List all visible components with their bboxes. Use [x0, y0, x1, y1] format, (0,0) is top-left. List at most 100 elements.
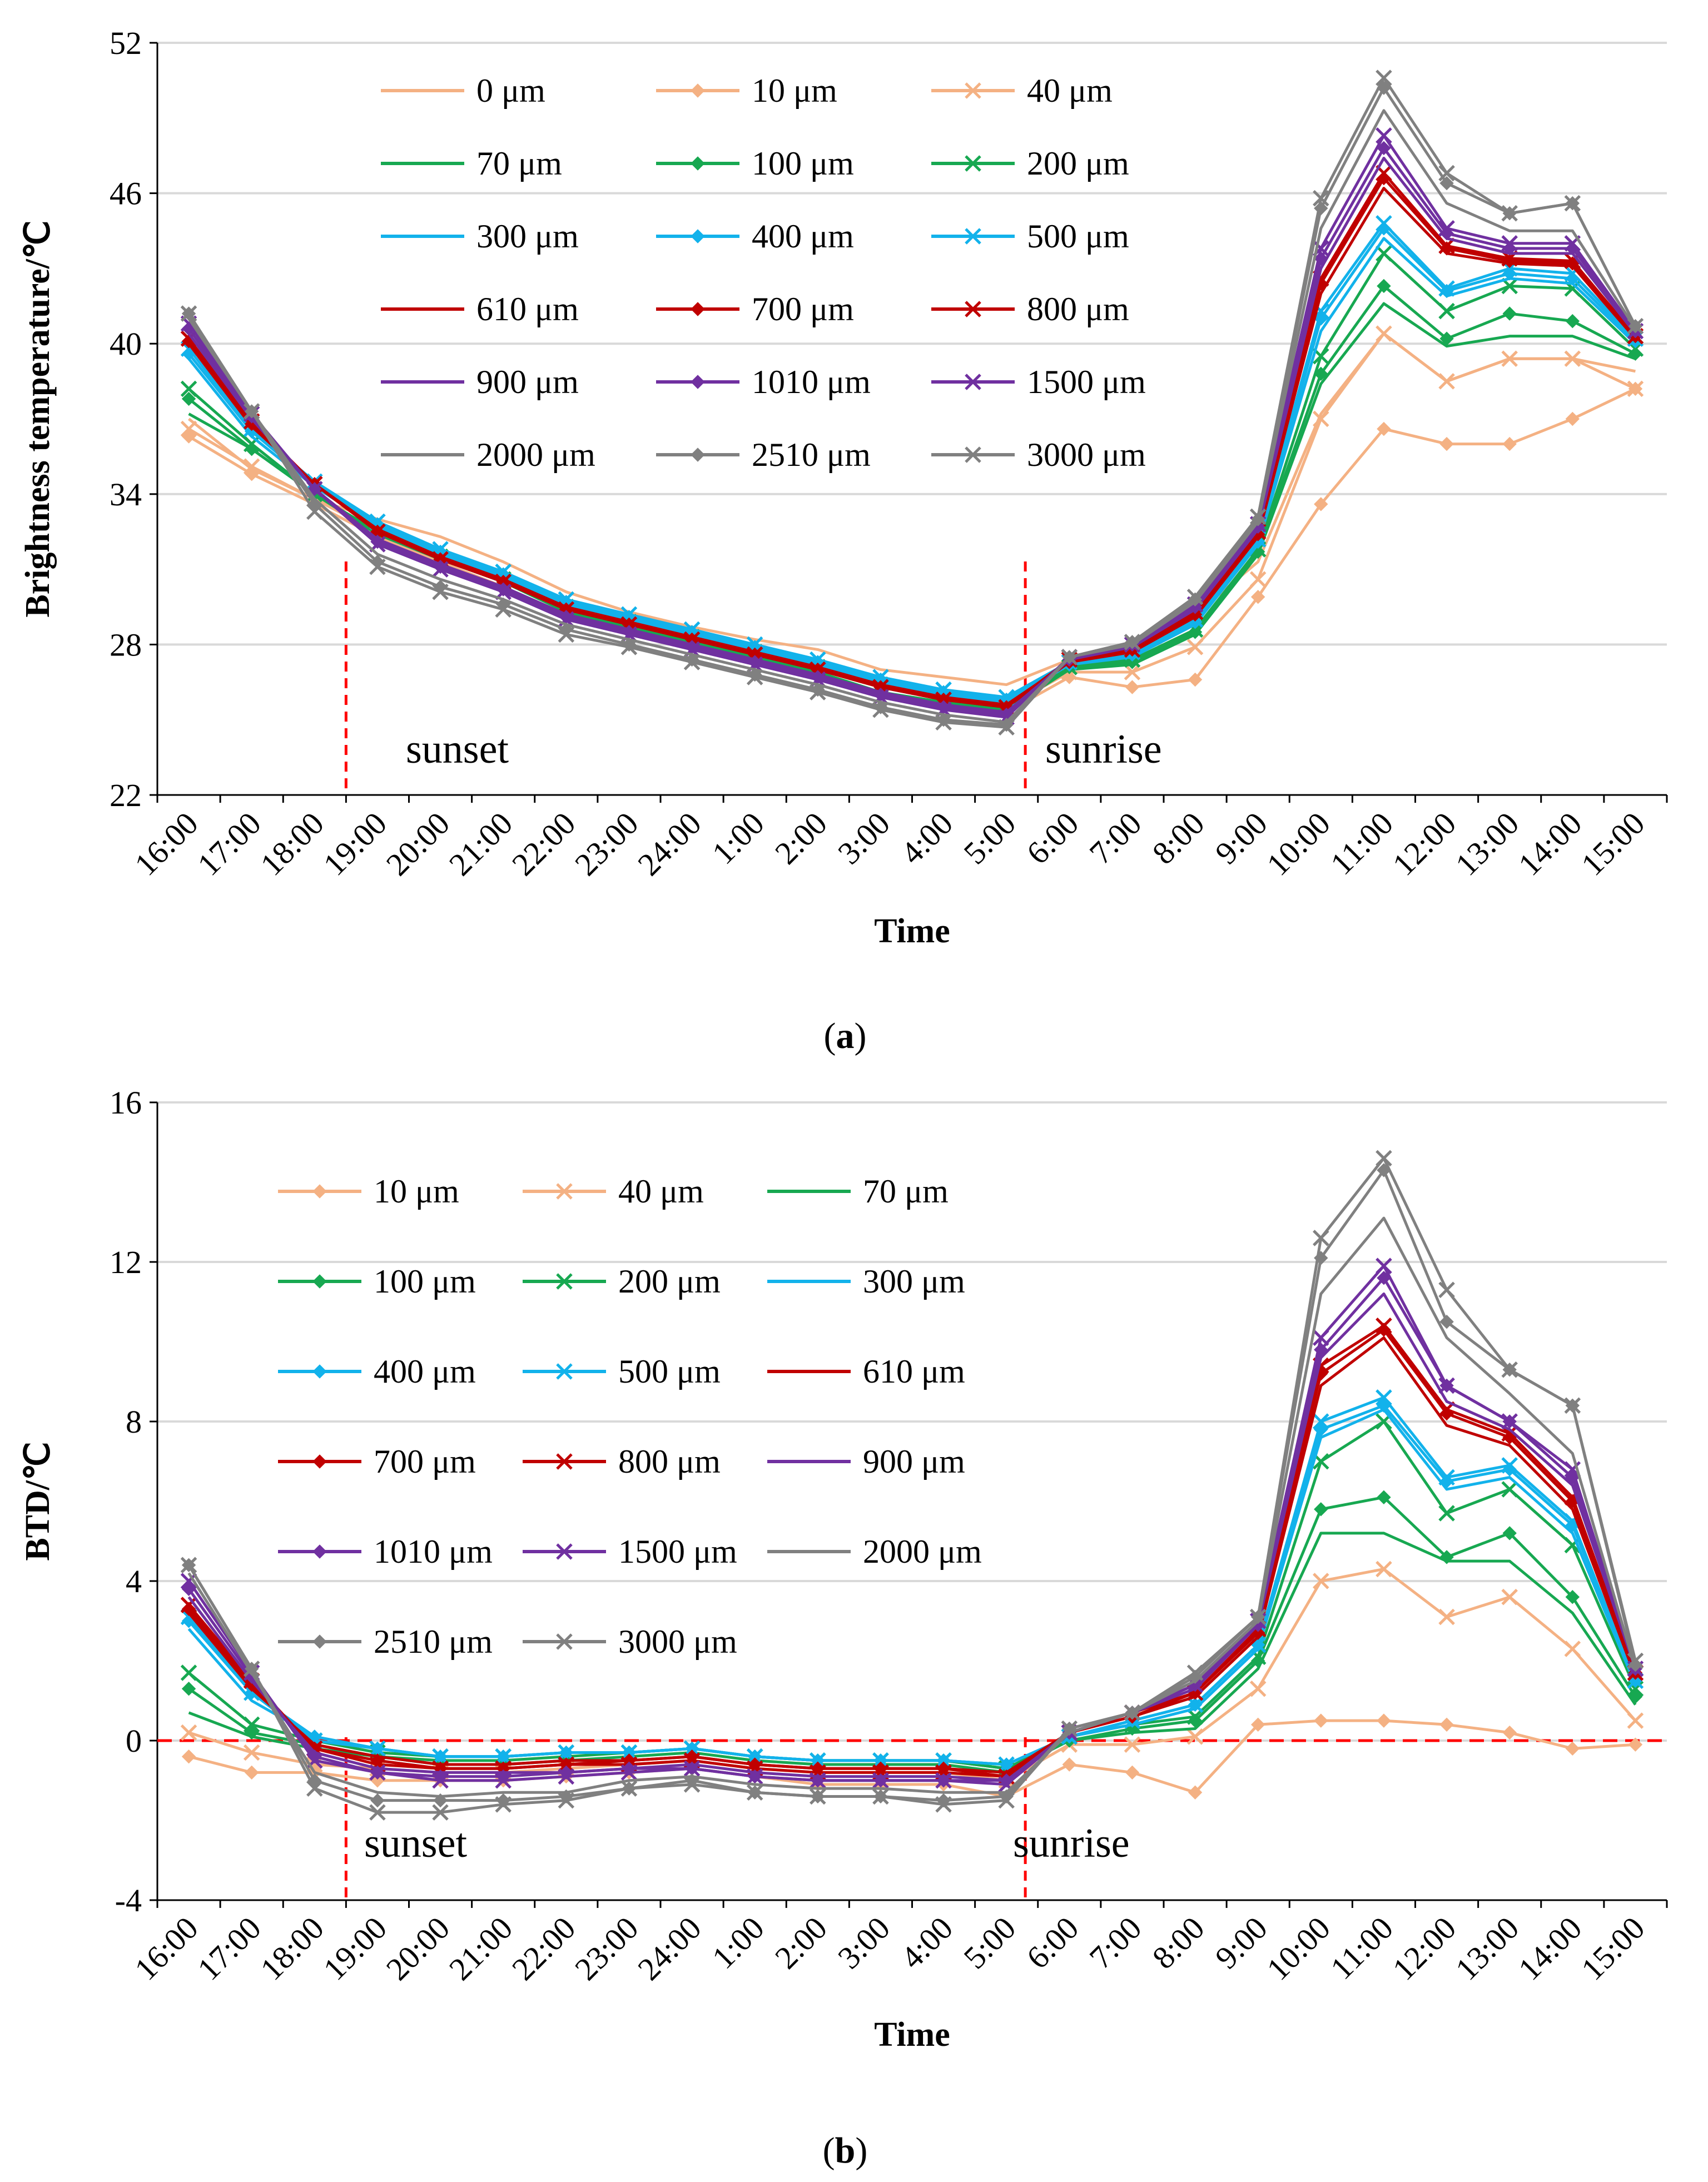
chart-a-legend-item-0-m: 0 μm [381, 72, 545, 109]
chart-a-sunrise-label: sunrise [1045, 727, 1162, 772]
chart-a-series-40-m-point [1627, 380, 1644, 397]
chart-b-x-tick-label: 3:00 [831, 1910, 897, 1976]
chart-a-series-3000-m-point [1376, 69, 1392, 86]
chart-b-legend-item-610-m: 610 μm [767, 1353, 965, 1390]
chart-a-series-40-m-point [180, 420, 197, 438]
chart-a-legend-swatch-marker [965, 301, 981, 317]
chart-b-series-1500-m-line [187, 1264, 1637, 1786]
chart-b-series-40-m-point [1501, 1588, 1518, 1606]
chart-a-x-tick-label: 22:00 [505, 805, 582, 882]
chart-b-legend-item-2510-m: 2510 μm [278, 1623, 493, 1660]
chart-a-series-40-m-point-stroke-2 [1376, 325, 1392, 342]
chart-a-series-3000-m-point-stroke-2 [1376, 69, 1392, 86]
chart-b-series-1500-m-point-stroke-2 [1564, 1461, 1581, 1478]
chart-a-series-3000-m-point [1249, 508, 1267, 525]
chart-b-legend-item-1010-m: 1010 μm [278, 1533, 493, 1570]
chart-a-series-3000-m-point [1124, 634, 1141, 650]
chart-a-x-tick-label: 18:00 [254, 805, 331, 882]
chart-a-series-800-m-line [187, 172, 1637, 709]
chart-a-series-3000-m-point [998, 719, 1015, 735]
chart-b-btd: -4048121616:0017:0018:0019:0020:0021:002… [19, 1085, 1668, 2054]
chart-a-series-3000-m-point-stroke-2 [1564, 195, 1581, 212]
chart-b-series-40-m-point [1186, 1728, 1204, 1745]
chart-b-series-3000-m-point-stroke-2 [872, 1788, 889, 1805]
chart-b-series-3000-m-point-stroke-2 [1313, 1230, 1329, 1246]
chart-b-series-100-m-point [1565, 1589, 1580, 1604]
chart-a-series-3000-m-point-stroke-2 [1186, 588, 1204, 605]
chart-b-series-3000-m-point-stroke-2 [1124, 1704, 1141, 1721]
chart-b-series-40-m-point-stroke-2 [243, 1744, 260, 1761]
chart-a-legend-label: 1500 μm [1027, 364, 1146, 400]
chart-b-series-1500-m-point [1438, 1377, 1455, 1394]
chart-b-y-tick-label: 8 [126, 1404, 142, 1440]
chart-b-series-500-m-point-stroke-2 [1313, 1413, 1329, 1430]
chart-b-series-1500-m-point [1313, 1329, 1329, 1346]
chart-b-x-tick-label: 14:00 [1511, 1910, 1588, 1987]
chart-b-y-tick-label: 4 [126, 1563, 142, 1599]
chart-b-x-tick-label: 1:00 [705, 1910, 771, 1976]
chart-b-series-1500-m-point [683, 1760, 701, 1777]
chart-b-legend-swatch-marker [312, 1274, 327, 1289]
chart-b-x-tick-label: 19:00 [316, 1910, 394, 1987]
chart-a-series-70-m-line [188, 302, 1636, 712]
chart-a-legend-label: 2510 μm [752, 436, 871, 473]
chart-a-series-3000-m-point [683, 654, 701, 670]
chart-b-series-40-m-point [180, 1724, 197, 1741]
chart-a-series-40-m-point [1249, 571, 1267, 588]
chart-a-series-500-m-point [1438, 280, 1455, 297]
chart-b-series-2510-m-point [1628, 1657, 1643, 1672]
chart-a-series-800-m-point-stroke-2 [1438, 237, 1455, 255]
chart-b-x-tick-label: 23:00 [568, 1910, 645, 1987]
chart-b-series-500-m-point [1313, 1413, 1329, 1430]
chart-b-legend-label: 1010 μm [374, 1533, 493, 1570]
chart-b-series-40-m-point [1249, 1680, 1267, 1697]
chart-b-series-40-m-point-stroke-2 [1124, 1736, 1141, 1753]
chart-b-series-500-m-point [1376, 1389, 1392, 1406]
chart-a-series-40-m [180, 325, 1644, 715]
chart-a-x-tick-label: 11:00 [1323, 805, 1400, 882]
chart-a-x-tick-label: 10:00 [1260, 805, 1337, 882]
chart-a-x-tick-label: 19:00 [316, 805, 394, 882]
chart-a-y-tick-label: 34 [110, 476, 142, 513]
chart-a-series-200-m-point-stroke-2 [1501, 277, 1518, 295]
chart-a-series-10-m-point [1377, 421, 1391, 436]
chart-b-series-3000-m-line [187, 1156, 1637, 1814]
chart-a-gridlines [157, 42, 1667, 646]
chart-a-y-tick-label: 22 [110, 777, 142, 813]
chart-a-legend-swatch-marker [965, 374, 981, 390]
chart-b-series-10-m-point [1314, 1713, 1328, 1728]
chart-a-series-3000-m [180, 69, 1644, 735]
chart-b-series-40-m-point [243, 1744, 260, 1761]
chart-b-legend-item-700-m: 700 μm [278, 1443, 476, 1480]
chart-b-series-500-m-point-stroke-2 [683, 1740, 701, 1757]
chart-b-series-200-m-point-stroke-2 [1186, 1708, 1204, 1725]
chart-a-series-100-m-point [1439, 331, 1454, 346]
chart-a-series-40-m-point [1313, 410, 1329, 428]
chart-b-series-40-m-point-stroke-2 [1501, 1588, 1518, 1606]
chart-b-series-500-m-point-stroke-2 [746, 1748, 763, 1765]
chart-b-series-3000-m-point [1249, 1608, 1267, 1626]
chart-b-series-200-m-point [1186, 1708, 1204, 1725]
chart-b-series-200-m-point-stroke-2 [1313, 1453, 1329, 1470]
chart-b-series-200-m-point-stroke-2 [180, 1664, 197, 1681]
chart-a-series-3000-m-point [935, 714, 952, 730]
chart-b-series-100-m-point [1314, 1502, 1328, 1517]
chart-a-series-10-m-point [1314, 497, 1328, 511]
chart-b-series-800-m-point-stroke-2 [180, 1597, 197, 1613]
chart-a-legend-swatch-marker [691, 448, 705, 462]
chart-b-series-3000-m-point-stroke-2 [1376, 1150, 1392, 1167]
chart-b-series-10-m-point [181, 1749, 196, 1764]
chart-a-y-axis-title: Brightness temperature/℃ [19, 220, 57, 617]
chart-a-legend-label: 300 μm [476, 218, 579, 255]
chart-a-series-500-m-point-stroke-2 [1438, 280, 1455, 297]
chart-b-series-3000-m-point-stroke-2 [1061, 1720, 1078, 1737]
chart-b-series-3000-m-point-stroke-2 [495, 1796, 512, 1813]
chart-a-brightness-temperature: 22 28 34 40 46 52 16:0017:0018:0019:0020:0021:… [19, 25, 1668, 950]
chart-a-series-500-m-point-stroke-2 [1376, 215, 1392, 232]
chart-a-legend-item-3000-m: 3000 μm [931, 436, 1146, 473]
chart-b-series-3000-m-point-stroke-2 [935, 1796, 952, 1813]
chart-a-legend-label: 800 μm [1027, 291, 1129, 327]
chart-b-series-3000-m-point-stroke-2 [243, 1661, 260, 1677]
chart-a-series-3000-m-point [1438, 165, 1455, 182]
chart-b-series-700-m-point [181, 1602, 196, 1616]
